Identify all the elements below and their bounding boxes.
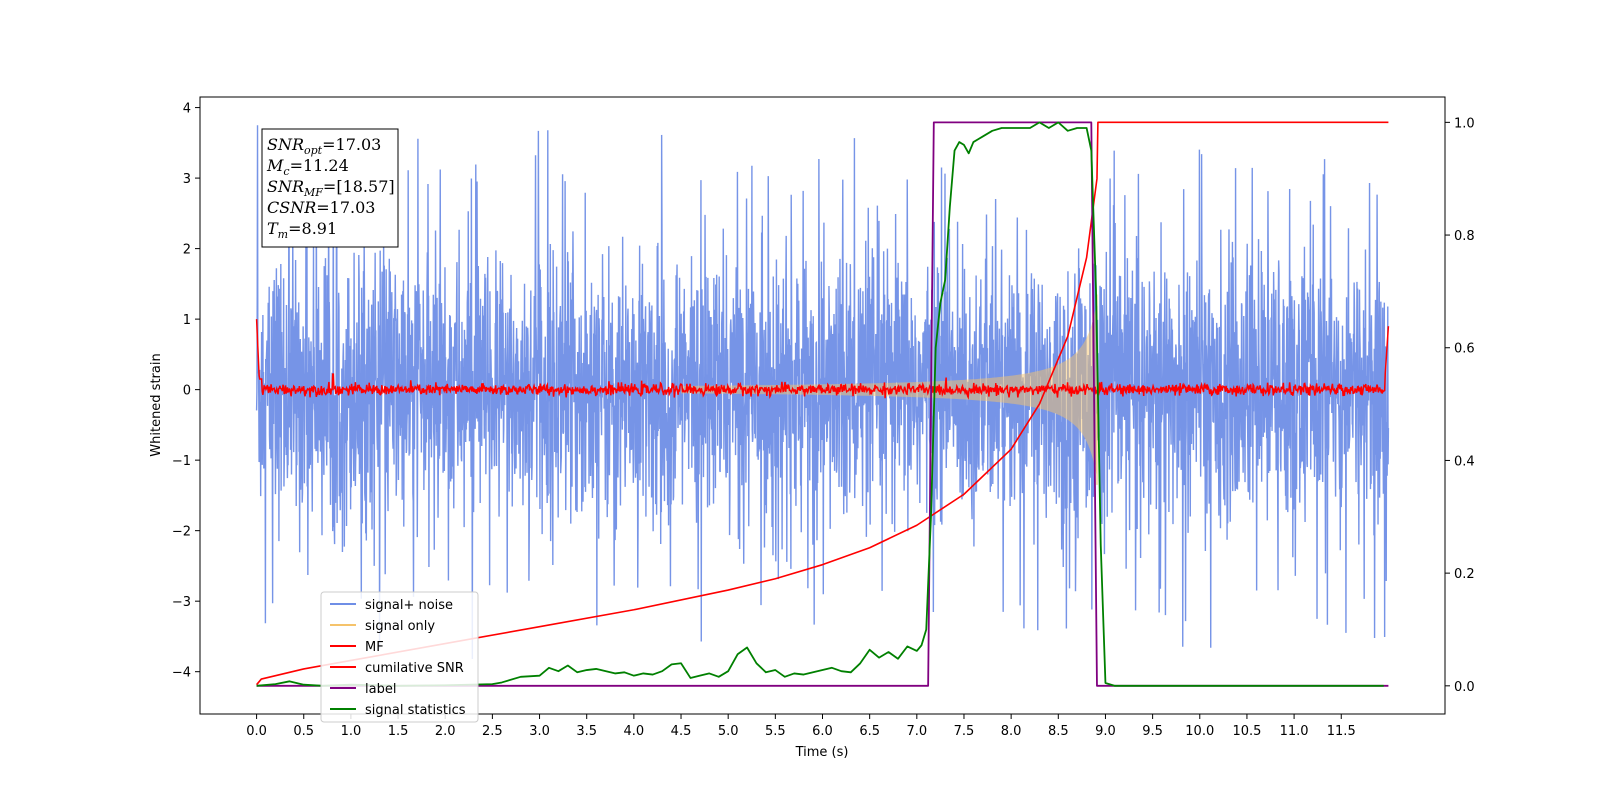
legend-label: label bbox=[365, 682, 396, 697]
x-tick-label: 1.5 bbox=[388, 724, 409, 739]
x-tick-label: 6.5 bbox=[859, 724, 880, 739]
y-left-tick-label: −3 bbox=[172, 595, 191, 610]
info-var: SNR bbox=[267, 135, 304, 154]
info-line: SNRopt=17.03 bbox=[267, 135, 381, 157]
info-box-frame bbox=[261, 128, 399, 248]
x-tick-label: 8.0 bbox=[1001, 724, 1022, 739]
x-tick-label: 9.5 bbox=[1142, 724, 1163, 739]
legend-label: signal+ noise bbox=[365, 598, 453, 613]
x-tick-label: 10.0 bbox=[1185, 724, 1214, 739]
info-sub: opt bbox=[304, 144, 323, 157]
series-mf-line bbox=[255, 319, 1390, 400]
y-right-tick-label: 0.4 bbox=[1454, 454, 1475, 469]
info-value: =17.03 bbox=[316, 198, 375, 217]
info-sub: m bbox=[278, 228, 288, 241]
legend-label: MF bbox=[365, 640, 384, 655]
y-left-tick-label: −1 bbox=[172, 454, 191, 469]
x-tick-label: 1.0 bbox=[341, 724, 362, 739]
info-value: =8.91 bbox=[288, 219, 337, 238]
x-tick-label: 3.5 bbox=[576, 724, 597, 739]
info-value: =11.24 bbox=[290, 156, 349, 175]
info-var: M bbox=[266, 156, 284, 175]
x-tick-label: 2.0 bbox=[435, 724, 456, 739]
x-tick-label: 5.5 bbox=[765, 724, 786, 739]
y-right-tick-label: 0.8 bbox=[1454, 229, 1475, 244]
y-left-tick-label: 3 bbox=[183, 172, 191, 187]
info-line: Mc=11.24 bbox=[266, 156, 349, 178]
info-sub: c bbox=[283, 165, 289, 178]
x-axis: 0.0 0.5 1.0 1.5 2.0 2.5 3.0 3.5 4.0 4.5 5.0 5.5 6.0 6… bbox=[246, 714, 1356, 739]
y-left-tick-label: 2 bbox=[183, 243, 191, 258]
info-line: CSNR=17.03 bbox=[267, 198, 375, 217]
y-left-tick-label: 0 bbox=[183, 384, 191, 399]
x-tick-label: 5.0 bbox=[718, 724, 739, 739]
x-tick-label: 7.5 bbox=[954, 724, 975, 739]
x-tick-label: 10.5 bbox=[1232, 724, 1261, 739]
y-axis-right: 0.0 0.2 0.4 0.6 0.8 1.0 bbox=[1445, 116, 1475, 695]
y-left-tick-label: −2 bbox=[172, 525, 191, 540]
x-tick-label: 4.0 bbox=[624, 724, 645, 739]
y-axis-label: Whitened strain bbox=[149, 353, 164, 456]
y-axis-left: −4 −3 −2 −1 0 1 2 3 4 bbox=[172, 102, 200, 681]
y-right-tick-label: 1.0 bbox=[1454, 116, 1475, 131]
legend-label: cumilative SNR bbox=[365, 661, 464, 676]
y-right-tick-label: 0.2 bbox=[1454, 567, 1475, 582]
x-tick-label: 0.0 bbox=[246, 724, 267, 739]
y-right-tick-label: 0.6 bbox=[1454, 342, 1475, 357]
legend-frame bbox=[320, 591, 479, 723]
x-tick-label: 3.0 bbox=[529, 724, 550, 739]
x-axis-label: Time (s) bbox=[795, 745, 849, 760]
series-signal-noise-line bbox=[255, 125, 1390, 660]
x-tick-label: 0.5 bbox=[293, 724, 314, 739]
x-tick-label: 4.5 bbox=[671, 724, 692, 739]
x-tick-label: 11.5 bbox=[1327, 724, 1356, 739]
y-left-tick-label: −4 bbox=[172, 666, 191, 681]
legend-label: signal statistics bbox=[365, 703, 466, 718]
series-signal-statistics-line bbox=[256, 121, 1384, 687]
x-tick-label: 9.0 bbox=[1095, 724, 1116, 739]
info-value: =[18.57] bbox=[323, 177, 395, 196]
info-var: SNR bbox=[267, 177, 304, 196]
x-tick-label: 7.0 bbox=[906, 724, 927, 739]
info-var: T bbox=[267, 219, 279, 238]
info-value: =17.03 bbox=[322, 135, 381, 154]
info-box: SNRopt=17.03Mc=11.24SNRMF=[18.57]CSNR=17… bbox=[261, 128, 399, 248]
x-tick-label: 6.0 bbox=[812, 724, 833, 739]
y-left-tick-label: 4 bbox=[183, 102, 191, 117]
info-var: CSNR bbox=[267, 198, 316, 217]
y-right-tick-label: 0.0 bbox=[1454, 680, 1475, 695]
x-tick-label: 8.5 bbox=[1048, 724, 1069, 739]
legend: signal+ noise signal only MF cumilative SNR… bbox=[320, 591, 479, 723]
legend-label: signal only bbox=[365, 619, 435, 634]
y-left-tick-label: 1 bbox=[183, 313, 191, 328]
info-line: SNRMF=[18.57] bbox=[267, 177, 395, 199]
x-tick-label: 11.0 bbox=[1280, 724, 1309, 739]
info-line: Tm=8.91 bbox=[267, 219, 337, 241]
info-sub: MF bbox=[303, 186, 323, 199]
x-tick-label: 2.5 bbox=[482, 724, 503, 739]
